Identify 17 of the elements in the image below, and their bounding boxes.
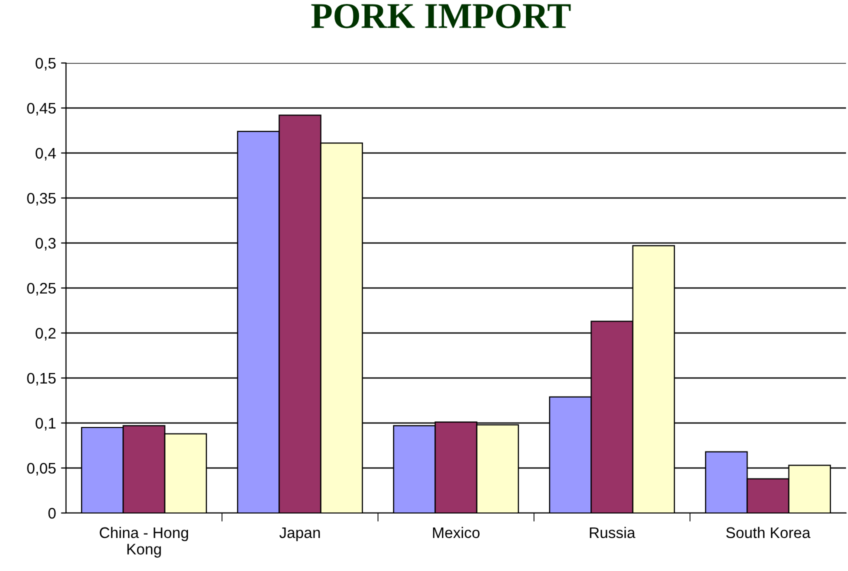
y-tick-label: 0,5	[36, 58, 56, 70]
y-tick-label: 0,1	[36, 418, 56, 430]
x-tick-label: Mexico	[433, 526, 480, 538]
y-tick-label: 0,35	[27, 192, 56, 206]
y-tick-label: 0,05	[27, 462, 56, 476]
chart-title: PORK IMPORT	[311, 4, 571, 28]
x-tick-label: Japan	[279, 527, 320, 542]
y-tick-label: 0,4	[36, 148, 56, 160]
y-tick-label: 0,25	[27, 282, 56, 296]
x-tick-label: South Korea	[726, 526, 810, 538]
y-tick-label: 0,2	[36, 328, 56, 340]
y-tick-label: 0	[48, 508, 56, 519]
x-tick-label: China - Hong Kong	[100, 526, 188, 558]
y-tick-label: 0,15	[27, 372, 56, 386]
y-tick-label: 0,45	[27, 102, 56, 116]
y-tick-label: 0,3	[36, 238, 56, 250]
x-tick-label: Russia	[590, 526, 636, 538]
